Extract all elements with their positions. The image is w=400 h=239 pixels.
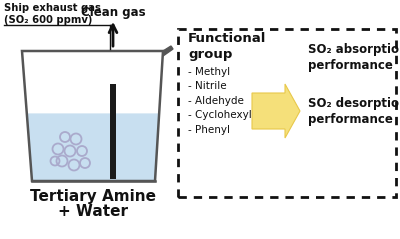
Text: + Water: + Water [58,204,128,219]
Polygon shape [163,46,173,56]
Bar [178,29,396,197]
Text: Clean gas: Clean gas [81,6,145,19]
Text: Tertiary Amine: Tertiary Amine [30,189,156,204]
Text: (SO₂ 600 ppmv): (SO₂ 600 ppmv) [4,15,92,25]
Text: SO₂ absorption
performance: SO₂ absorption performance [308,43,400,72]
Polygon shape [27,113,159,181]
Text: SO₂ desorption
performance: SO₂ desorption performance [308,97,400,126]
Text: - Methyl
- Nitrile
- Aldehyde
- Cyclohexyl
- Phenyl: - Methyl - Nitrile - Aldehyde - Cyclohex… [188,67,252,135]
Text: Functional
group: Functional group [188,32,266,60]
Polygon shape [22,51,163,181]
Polygon shape [252,84,300,138]
Bar [110,84,116,179]
Text: Ship exhaust gas: Ship exhaust gas [4,3,101,13]
